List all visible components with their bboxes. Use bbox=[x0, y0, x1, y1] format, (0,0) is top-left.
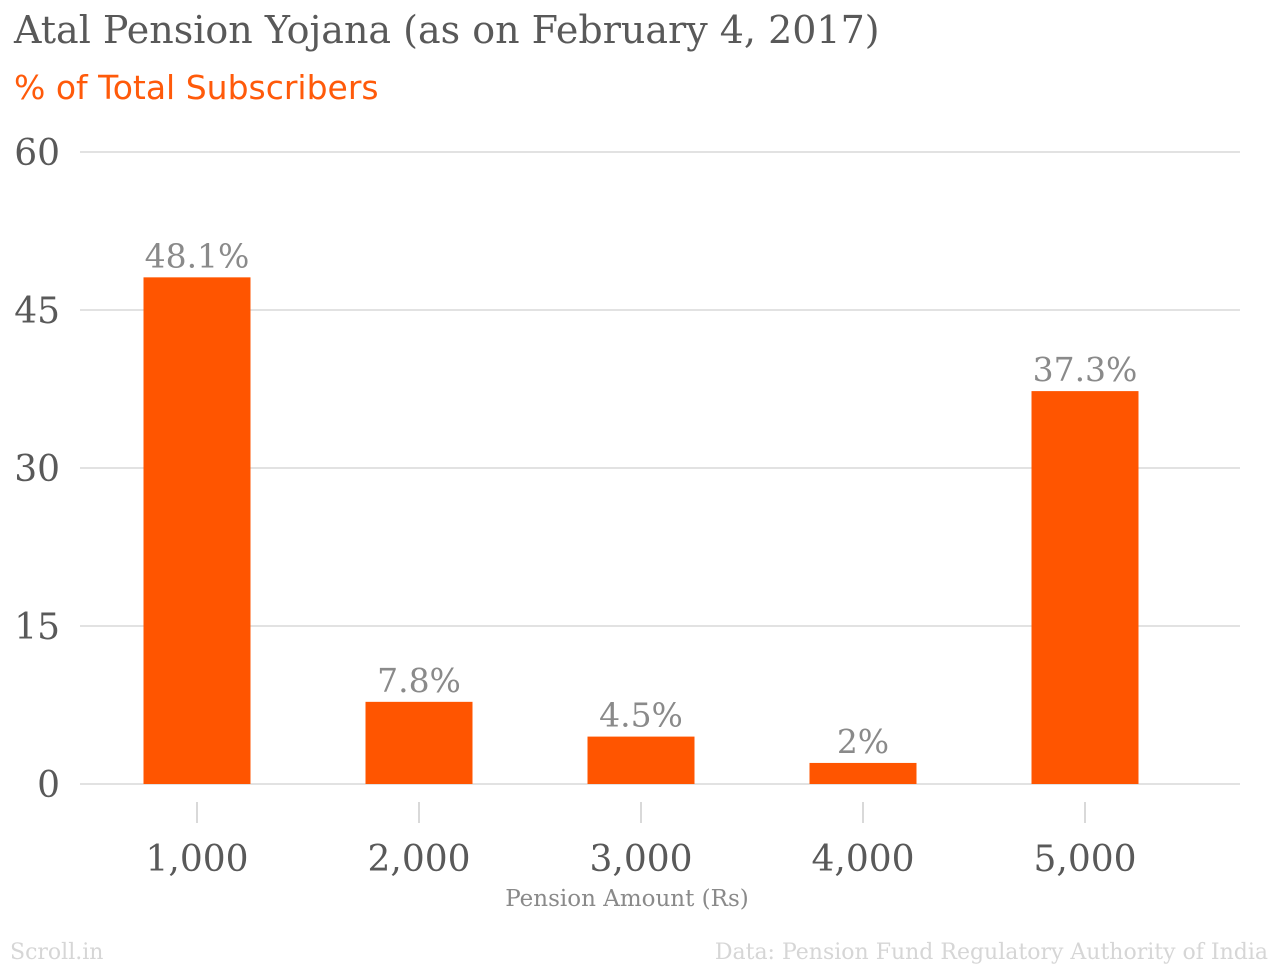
y-tick-label: 45 bbox=[14, 291, 60, 332]
bar-4 bbox=[809, 762, 917, 784]
chart-subtitle: % of Total Subscribers bbox=[14, 68, 379, 107]
bar-2 bbox=[365, 701, 473, 784]
x-tick-label: 4,000 bbox=[811, 839, 914, 880]
bars bbox=[143, 277, 1139, 784]
y-tick-label: 30 bbox=[14, 449, 60, 490]
x-tick-label: 1,000 bbox=[145, 839, 248, 880]
chart-title: Atal Pension Yojana (as on February 4, 2… bbox=[14, 8, 880, 52]
data-label: 2% bbox=[837, 722, 889, 761]
x-tick-label: 2,000 bbox=[367, 839, 470, 880]
bar-5 bbox=[1031, 391, 1139, 784]
source-credit: Data: Pension Fund Regulatory Authority … bbox=[714, 940, 1268, 965]
data-label: 4.5% bbox=[599, 696, 683, 735]
data-label: 7.8% bbox=[377, 661, 461, 700]
x-tick-label: 3,000 bbox=[589, 839, 692, 880]
data-labels: 48.1% 7.8% 4.5% 2% 37.3% bbox=[145, 236, 1138, 761]
x-axis-title: Pension Amount (Rs) bbox=[505, 886, 749, 912]
bar-3 bbox=[587, 736, 695, 784]
y-tick-label: 60 bbox=[14, 133, 60, 174]
y-axis: 0 15 30 45 60 bbox=[14, 133, 60, 806]
x-axis: 1,000 2,000 3,000 4,000 5,000 bbox=[145, 802, 1137, 880]
data-label: 48.1% bbox=[145, 236, 250, 275]
y-tick-label: 0 bbox=[37, 765, 60, 806]
x-tick-label: 5,000 bbox=[1033, 839, 1136, 880]
data-label: 37.3% bbox=[1033, 350, 1138, 389]
y-tick-label: 15 bbox=[14, 607, 60, 648]
brand-credit: Scroll.in bbox=[10, 940, 104, 965]
bar-1 bbox=[143, 277, 251, 784]
